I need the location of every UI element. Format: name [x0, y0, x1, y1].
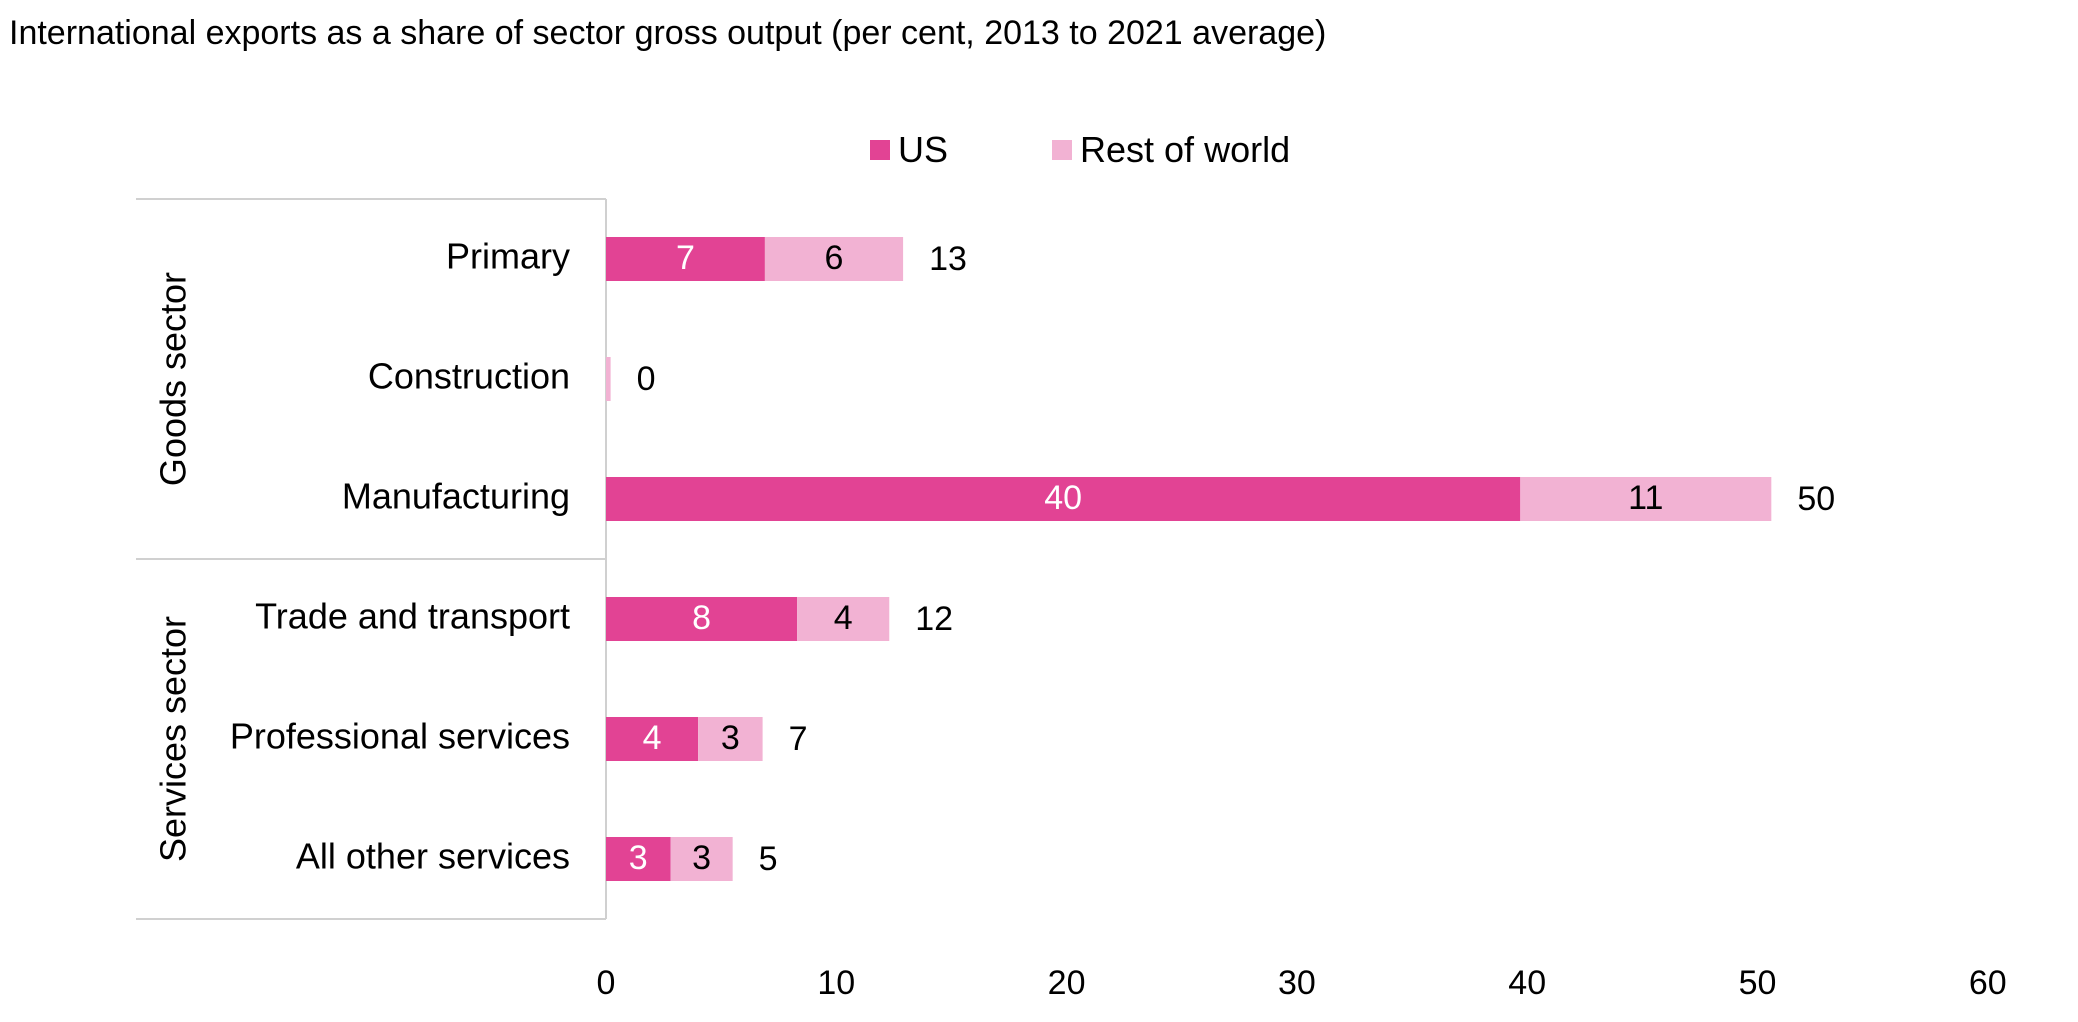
total-label-construction: 0 [637, 360, 656, 398]
x-tick-label-0: 0 [597, 964, 616, 1002]
group-label-goods-sector: Goods sector [153, 272, 194, 486]
legend-item-us: US [870, 129, 948, 171]
legend-label-rest-of-world: Rest of world [1080, 129, 1291, 170]
total-label-primary: 13 [929, 240, 967, 278]
total-label-all-other-services: 5 [759, 840, 778, 878]
bar-rest-of-world-construction [606, 357, 611, 401]
data-label-us-professional-services: 4 [643, 719, 662, 757]
data-label-rest-of-world-primary: 6 [825, 239, 844, 277]
data-label-rest-of-world-manufacturing: 11 [1628, 479, 1663, 517]
legend-label-us: US [898, 129, 949, 170]
bar-us-trade-and-transport [606, 597, 798, 641]
category-label-primary: Primary [446, 236, 570, 277]
data-label-us-manufacturing: 40 [1044, 479, 1082, 517]
total-label-manufacturing: 50 [1797, 480, 1835, 518]
x-tick-label-40: 40 [1508, 964, 1546, 1002]
bar-us-all-other-services [606, 837, 671, 881]
bar-us-primary [606, 237, 765, 281]
data-label-us-trade-and-transport: 8 [692, 599, 711, 637]
x-tick-label-10: 10 [817, 964, 855, 1002]
total-label-trade-and-transport: 12 [915, 600, 953, 638]
legend-item-rest-of-world: Rest of world [1052, 129, 1290, 171]
bar-rest-of-world-professional-services [698, 717, 763, 761]
legend-swatch-rest-of-world [1052, 140, 1073, 160]
legend: US Rest of world [870, 128, 1394, 172]
category-label-manufacturing: Manufacturing [342, 476, 570, 517]
bar-us-professional-services [606, 717, 699, 761]
category-label-professional-services: Professional services [230, 716, 570, 757]
data-label-rest-of-world-trade-and-transport: 4 [834, 599, 853, 637]
x-tick-label-20: 20 [1048, 964, 1086, 1002]
bar-rest-of-world-trade-and-transport [797, 597, 890, 641]
group-label-services-sector: Services sector [153, 616, 194, 862]
x-tick-label-30: 30 [1278, 964, 1316, 1002]
data-label-us-all-other-services: 3 [629, 839, 648, 877]
x-tick-label-50: 50 [1739, 964, 1777, 1002]
bar-rest-of-world-all-other-services [670, 837, 733, 881]
x-tick-label-60: 60 [1969, 964, 2007, 1002]
bar-rest-of-world-manufacturing [1520, 477, 1772, 521]
chart-title: International exports as a share of sect… [9, 14, 1327, 52]
data-label-us-primary: 7 [676, 239, 695, 277]
bar-rest-of-world-primary [764, 237, 904, 281]
category-label-trade-and-transport: Trade and transport [255, 596, 570, 637]
legend-swatch-us [870, 140, 890, 160]
total-label-professional-services: 7 [789, 720, 808, 758]
bar-us-manufacturing [606, 477, 1521, 521]
category-label-construction: Construction [368, 356, 570, 397]
category-label-all-other-services: All other services [296, 836, 570, 877]
data-label-rest-of-world-all-other-services: 3 [692, 839, 711, 877]
data-label-rest-of-world-professional-services: 3 [721, 719, 740, 757]
